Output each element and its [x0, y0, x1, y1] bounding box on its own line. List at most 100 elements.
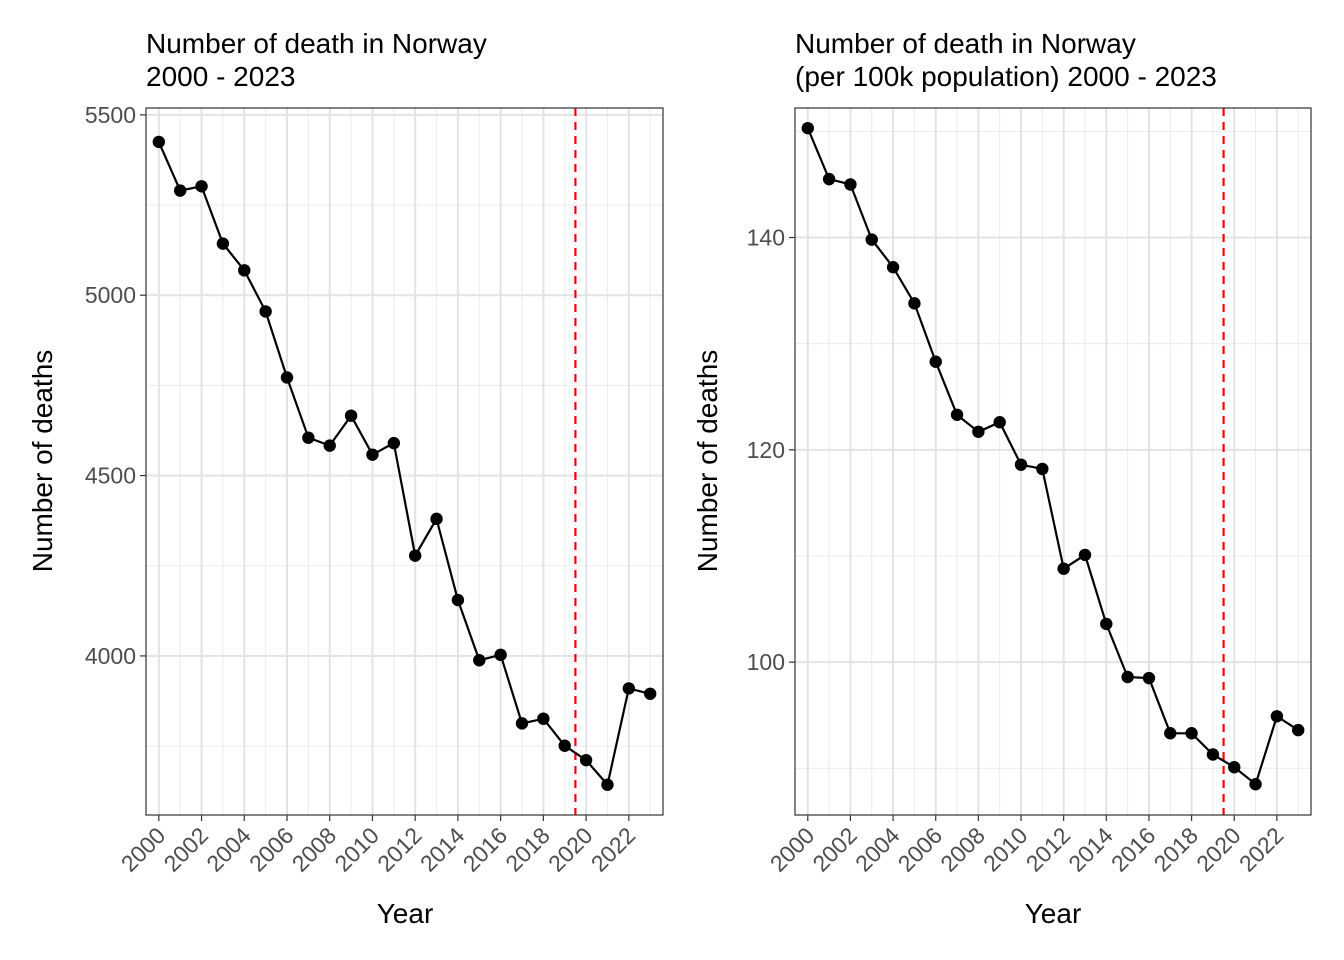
data-point — [430, 512, 443, 526]
data-point — [280, 371, 294, 384]
data-point — [195, 180, 208, 193]
plot-border — [145, 107, 664, 816]
chart-panel-deaths-per-100k: Number of death in Norway (per 100k popu… — [692, 28, 1312, 929]
data-point — [972, 425, 985, 438]
chart-subtitle: 2000 - 2023 — [146, 61, 295, 92]
x-tick-label: 2002 — [807, 822, 862, 877]
data-point — [929, 355, 942, 368]
x-tick-label: 2016 — [1106, 822, 1161, 877]
gridlines — [146, 108, 663, 815]
data-point — [451, 593, 465, 607]
data-point — [494, 648, 507, 662]
data-point — [537, 712, 550, 725]
x-tick-label: 2012 — [1021, 822, 1076, 877]
x-tick-label: 2000 — [116, 822, 171, 877]
x-tick-label: 2008 — [287, 822, 342, 877]
data-point — [643, 687, 657, 700]
data-point — [473, 654, 486, 667]
chart-title: Number of death in Norway — [795, 28, 1136, 59]
x-tick-label: 2014 — [415, 822, 470, 877]
chart-subtitle: (per 100k population) 2000 - 2023 — [795, 61, 1217, 92]
data-point — [1121, 670, 1134, 684]
data-point — [1057, 562, 1070, 575]
data-point — [1185, 727, 1198, 740]
x-tick-label: 2006 — [893, 822, 948, 877]
data-point — [1206, 748, 1220, 761]
data-point — [1142, 671, 1156, 685]
plot-border — [794, 107, 1312, 816]
x-tick-label: 2004 — [850, 822, 905, 877]
data-point — [1078, 548, 1092, 562]
data-point — [1249, 778, 1262, 791]
x-tick-label: 2022 — [1234, 822, 1289, 877]
x-axis: 2000200220042006200820102012201420162018… — [116, 815, 641, 877]
x-axis-label: Year — [377, 898, 434, 929]
data-point — [1228, 761, 1241, 774]
x-tick-label: 2010 — [978, 822, 1033, 877]
y-tick-label: 4500 — [85, 463, 136, 489]
y-tick-label: 140 — [747, 225, 785, 251]
x-tick-label: 2018 — [500, 822, 555, 877]
x-axis-label: Year — [1025, 898, 1082, 929]
data-point — [1014, 458, 1028, 471]
data-point — [173, 184, 187, 197]
x-tick-label: 2012 — [372, 822, 427, 877]
x-tick-label: 2004 — [201, 822, 256, 877]
plot-background — [795, 108, 1311, 815]
data-point — [515, 717, 529, 730]
y-tick-label: 5500 — [85, 102, 136, 128]
data-point — [801, 121, 814, 135]
x-tick-label: 2002 — [159, 822, 214, 877]
data-point — [844, 178, 857, 191]
data-point — [950, 408, 964, 421]
y-axis-label: Number of deaths — [27, 350, 58, 573]
data-point — [387, 436, 401, 450]
x-tick-label: 2020 — [1191, 822, 1246, 877]
y-tick-label: 100 — [747, 649, 785, 675]
x-tick-label: 2018 — [1149, 822, 1204, 877]
data-point — [1164, 727, 1177, 740]
data-point — [152, 135, 166, 149]
y-tick-label: 120 — [747, 437, 785, 463]
data-series — [152, 135, 657, 791]
data-point — [822, 172, 836, 186]
data-point — [865, 233, 878, 246]
data-point — [302, 431, 315, 444]
plot-background — [146, 108, 663, 815]
data-point — [216, 237, 230, 250]
x-tick-label: 2014 — [1063, 822, 1118, 877]
x-tick-label: 2020 — [543, 822, 598, 877]
x-tick-label: 2022 — [586, 822, 641, 877]
x-axis: 2000200220042006200820102012201420162018… — [765, 815, 1289, 877]
data-point — [238, 264, 251, 277]
x-tick-label: 2010 — [329, 822, 384, 877]
data-point — [601, 778, 614, 791]
x-tick-label: 2016 — [458, 822, 513, 877]
data-point — [1036, 462, 1049, 476]
data-point — [366, 448, 379, 461]
y-axis: 100 120 140 — [747, 225, 795, 675]
data-point — [579, 753, 593, 767]
data-point — [259, 305, 272, 318]
data-point — [908, 297, 921, 310]
chart-panel-deaths: Number of death in Norway 2000 - 2023 40… — [27, 28, 664, 929]
y-tick-label: 5000 — [85, 282, 136, 308]
gridlines — [795, 108, 1311, 815]
y-axis-label: Number of deaths — [692, 350, 723, 573]
data-point — [886, 261, 900, 274]
data-point — [323, 439, 336, 452]
data-point — [1292, 723, 1305, 737]
y-tick-label: 4000 — [85, 643, 136, 669]
data-point — [622, 682, 636, 695]
data-point — [558, 739, 571, 752]
x-tick-label: 2006 — [244, 822, 299, 877]
data-point — [344, 409, 358, 422]
data-point — [993, 416, 1006, 429]
x-tick-label: 2008 — [935, 822, 990, 877]
data-point — [1270, 710, 1284, 723]
chart-title: Number of death in Norway — [146, 28, 487, 59]
data-point — [1100, 617, 1113, 631]
y-axis: 4000 4500 5000 5500 — [85, 102, 146, 669]
x-tick-label: 2000 — [765, 822, 820, 877]
